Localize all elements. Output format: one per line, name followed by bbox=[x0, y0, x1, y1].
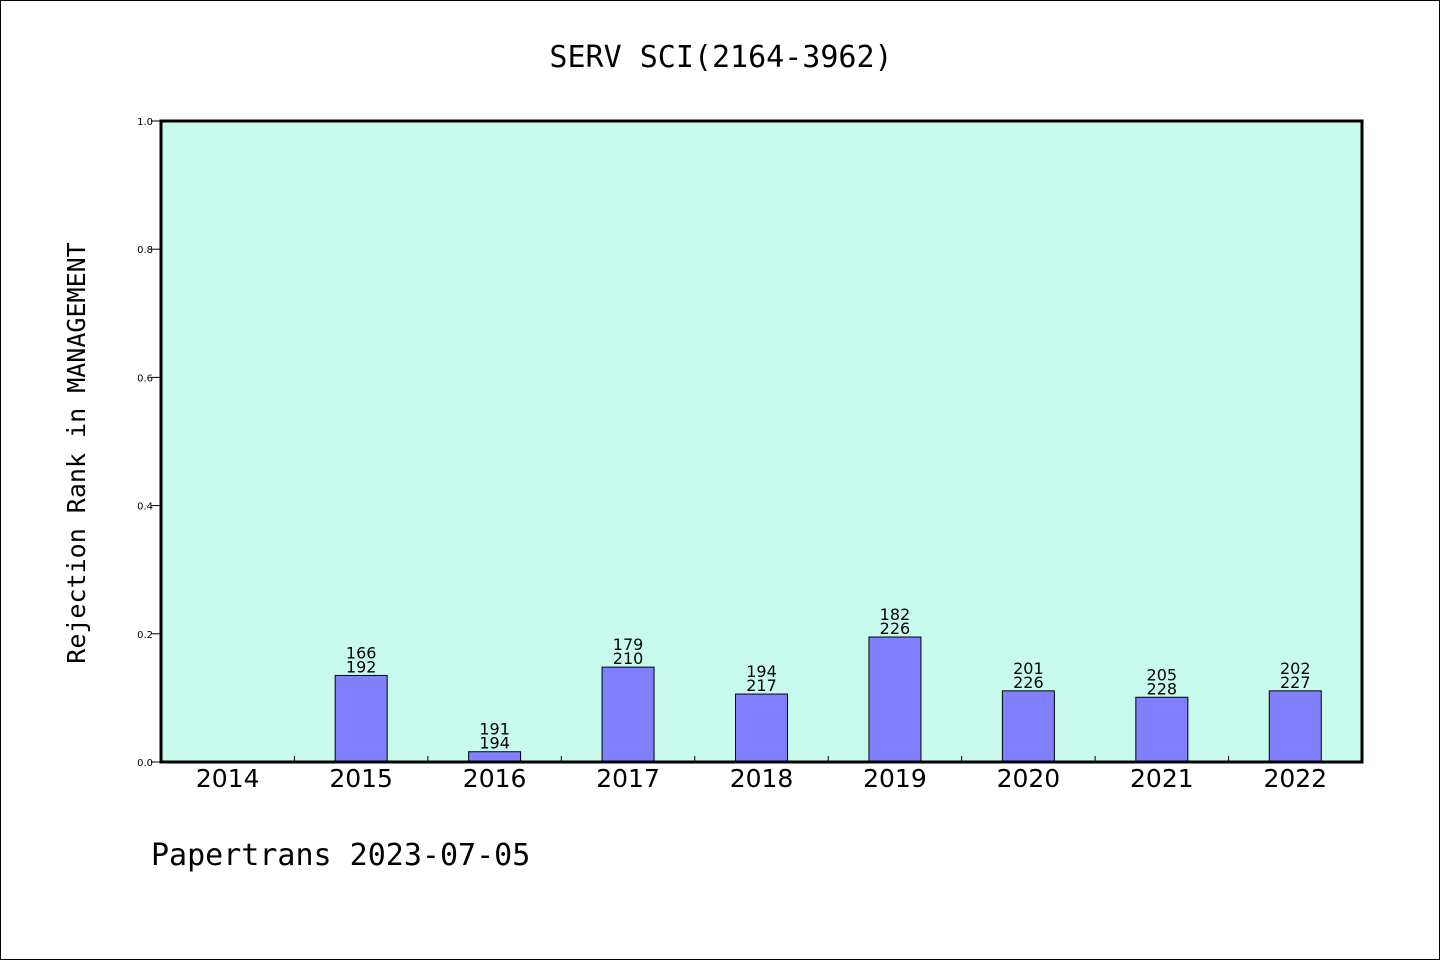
bars-group bbox=[334, 636, 1322, 763]
x-tick-label: 2020 bbox=[997, 764, 1061, 793]
bar-label-bottom: 217 bbox=[746, 676, 777, 695]
y-axis-label: Rejection Rank in MANAGEMENT bbox=[62, 242, 91, 663]
plot-area bbox=[161, 121, 1362, 762]
x-tick-label: 2015 bbox=[329, 764, 393, 793]
bar-label-top: 191 bbox=[479, 720, 510, 739]
bar-label-top: 179 bbox=[613, 635, 644, 654]
y-tick-label: 0.8 bbox=[137, 245, 153, 256]
x-tick-label: 2021 bbox=[1130, 764, 1194, 793]
y-tick-label: 0.0 bbox=[137, 758, 153, 769]
bar-2018 bbox=[735, 693, 788, 763]
bar-label-top: 182 bbox=[880, 605, 911, 624]
plot-frame bbox=[159, 119, 1364, 764]
bar-label-top: 194 bbox=[746, 662, 777, 681]
footer-text: Papertrans 2023-07-05 bbox=[151, 838, 530, 873]
y-tick-label: 1.0 bbox=[137, 117, 153, 128]
bar-label-top: 201 bbox=[1013, 659, 1044, 678]
bar-label-top: 205 bbox=[1147, 665, 1178, 684]
bar-label-bottom: 210 bbox=[613, 649, 644, 668]
bar-label-bottom: 228 bbox=[1147, 679, 1178, 698]
x-tick-label: 2019 bbox=[863, 764, 927, 793]
x-tick-label: 2016 bbox=[463, 764, 527, 793]
bar-2021 bbox=[1135, 696, 1189, 763]
chart-title: SERV SCI(2164-3962) bbox=[549, 40, 892, 75]
y-axis-ticks: 0.0 0.2 0.4 0.6 0.8 1.0 bbox=[137, 117, 161, 769]
x-axis-ticks: 2014 2015 2016 2017 2018 2019 2020 2021 2022 bbox=[196, 756, 1327, 793]
x-tick-label: 2022 bbox=[1263, 764, 1327, 793]
bar-label-bottom: 227 bbox=[1280, 673, 1311, 692]
bar-2017 bbox=[601, 666, 655, 763]
bar-label-bottom: 192 bbox=[346, 657, 377, 676]
y-tick-label: 0.4 bbox=[137, 502, 153, 513]
bar-2016 bbox=[468, 751, 522, 763]
y-tick-label: 0.2 bbox=[137, 630, 153, 641]
bar-label-bottom: 226 bbox=[880, 619, 911, 638]
bar-2020 bbox=[1001, 690, 1055, 763]
bar-label-top: 166 bbox=[346, 643, 377, 662]
bar-2019 bbox=[868, 636, 922, 763]
x-tick-label: 2018 bbox=[730, 764, 794, 793]
x-tick-label: 2014 bbox=[196, 764, 260, 793]
bar-2015 bbox=[334, 674, 388, 763]
y-tick-label: 0.6 bbox=[137, 373, 153, 384]
x-tick-label: 2017 bbox=[596, 764, 660, 793]
bar-label-bottom: 194 bbox=[479, 734, 510, 753]
bar-label-bottom: 226 bbox=[1013, 673, 1044, 692]
bar-2022 bbox=[1268, 690, 1322, 763]
bar-label-top: 202 bbox=[1280, 659, 1311, 678]
